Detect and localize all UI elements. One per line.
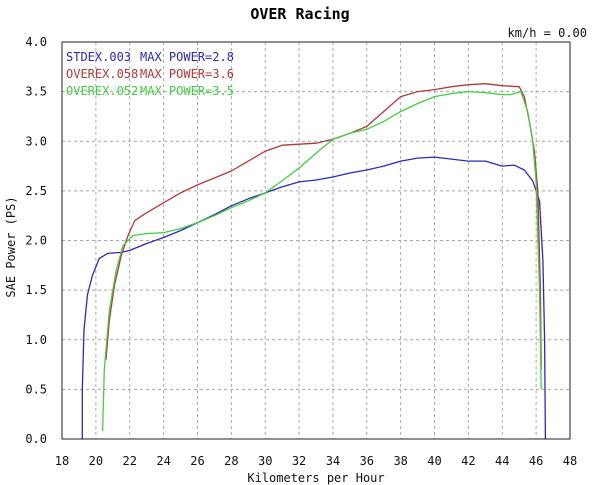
y-tick-label: 2.5 — [25, 184, 47, 198]
x-tick-label: 22 — [123, 454, 137, 468]
y-tick-label: 1.5 — [25, 283, 47, 297]
x-tick-label: 26 — [190, 454, 204, 468]
y-axis-label: SAE Power (PS) — [4, 196, 18, 297]
x-tick-label: 46 — [529, 454, 543, 468]
y-tick-label: 0.5 — [25, 382, 47, 396]
legend-max-power: MAX POWER=3.6 — [140, 67, 234, 81]
legend-series-name: OVEREX.052 — [66, 84, 138, 98]
x-tick-label: 48 — [563, 454, 577, 468]
chart-title: OVER Racing — [250, 5, 349, 23]
x-tick-label: 20 — [89, 454, 103, 468]
x-tick-label: 44 — [495, 454, 509, 468]
x-tick-label: 28 — [224, 454, 238, 468]
series-lines — [81, 83, 547, 440]
x-tick-label: 32 — [292, 454, 306, 468]
legend-max-power: MAX POWER=3.5 — [140, 84, 234, 98]
x-tick-label: 42 — [461, 454, 475, 468]
series-line-2 — [105, 83, 542, 370]
x-tick-label: 30 — [258, 454, 272, 468]
y-tick-label: 2.0 — [25, 234, 47, 248]
plot-frame — [61, 41, 571, 440]
legend-max-power: MAX POWER=2.8 — [140, 50, 234, 64]
grid — [62, 42, 570, 439]
y-tick-label: 0.0 — [25, 432, 47, 446]
legend-series-name: OVEREX.058 — [66, 67, 138, 81]
x-axis-label: Kilometers per Hour — [247, 471, 384, 485]
y-tick-label: 3.0 — [25, 134, 47, 148]
y-tick-label: 3.5 — [25, 85, 47, 99]
series-line-3 — [101, 90, 542, 432]
x-tick-label: 34 — [326, 454, 340, 468]
x-tick-label: 40 — [427, 454, 441, 468]
x-tick-label: 24 — [156, 454, 170, 468]
tick-labels: 18 20 22 24 26 28 30 32 34 36 38 40 42 44 46 48 0.0 0.5 1.… — [25, 35, 577, 468]
x-tick-label: 38 — [393, 454, 407, 468]
series-line-1 — [81, 156, 547, 440]
legend-series-name: STDEX.003 — [66, 50, 131, 64]
y-tick-label: 1.0 — [25, 333, 47, 347]
x-tick-label: 36 — [360, 454, 374, 468]
speed-readout: km/h = 0.00 — [508, 26, 587, 40]
x-tick-label: 18 — [55, 454, 69, 468]
y-tick-label: 4.0 — [25, 35, 47, 49]
